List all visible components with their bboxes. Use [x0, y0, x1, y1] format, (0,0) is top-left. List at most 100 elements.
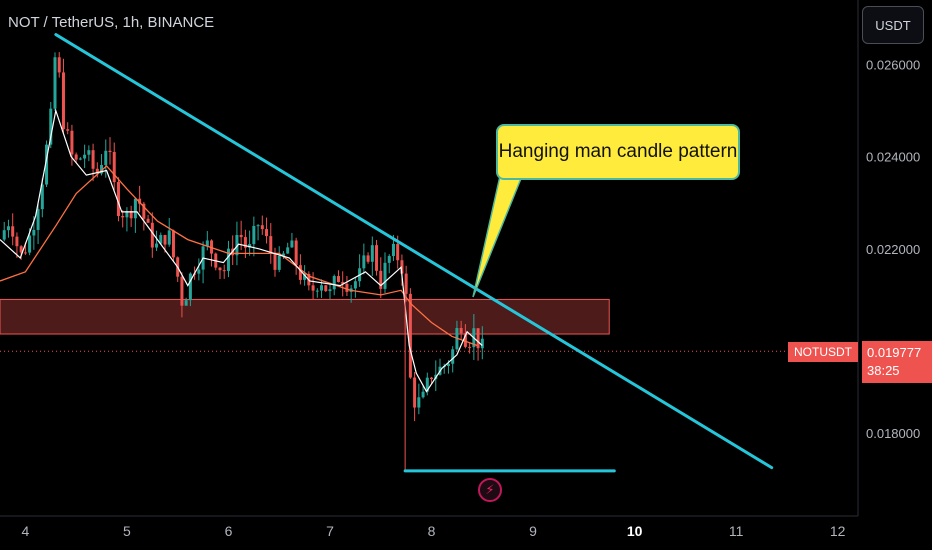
candle-body	[49, 108, 53, 145]
candle-body	[265, 229, 269, 237]
candle-body	[446, 363, 450, 366]
candle-body	[480, 338, 484, 349]
candle-body	[171, 230, 175, 258]
candle-body	[6, 226, 10, 231]
price-tick-label: 0.022000	[866, 242, 920, 257]
candle-body	[57, 57, 61, 73]
candle-body	[167, 230, 171, 245]
candle-body	[294, 240, 298, 266]
candle-body	[341, 282, 345, 284]
candle-body	[387, 256, 391, 263]
candle-body	[70, 130, 74, 155]
annotation-callout[interactable]: Hanging man candle pattern	[496, 124, 740, 180]
candle-body	[328, 289, 332, 292]
candle-body	[95, 168, 99, 174]
candle-body	[332, 276, 336, 290]
candle-body	[425, 377, 429, 392]
candle-body	[87, 150, 91, 155]
candle-body	[400, 260, 404, 274]
lightning-glyph: ⚡	[485, 482, 495, 498]
candle-body	[125, 211, 129, 218]
candle-body	[375, 245, 379, 271]
candle-body	[163, 235, 167, 245]
candle-body	[353, 281, 357, 289]
candle-body	[100, 165, 104, 174]
candle-body	[303, 273, 307, 280]
candle-body	[430, 377, 434, 380]
time-tick-label: 12	[830, 523, 846, 539]
candle-body	[108, 150, 112, 152]
price-tick-label: 0.024000	[866, 150, 920, 165]
candle-body	[252, 225, 256, 245]
candle-body	[451, 349, 455, 364]
candle-body	[370, 245, 374, 262]
candle-body	[159, 235, 163, 244]
bar-countdown: 38:25	[867, 363, 900, 378]
candle-body	[133, 198, 137, 219]
candle-body	[391, 243, 395, 257]
symbol-price-label: NOTUSDT	[788, 342, 858, 362]
time-tick-label: 7	[326, 523, 334, 539]
candle-body	[142, 203, 146, 219]
candle-body	[197, 269, 201, 274]
price-axis	[858, 0, 932, 550]
candle-body	[345, 283, 349, 292]
candle-body	[74, 154, 78, 160]
candle-body	[40, 184, 44, 210]
time-tick-label: 9	[529, 523, 537, 539]
candle-body	[417, 397, 421, 408]
candle-body	[468, 346, 472, 348]
candle-body	[404, 273, 408, 294]
candle-body	[336, 276, 340, 283]
candle-body	[421, 391, 425, 398]
candle-body	[83, 154, 87, 159]
candle-body	[150, 222, 154, 248]
ma_slow-line	[0, 164, 478, 347]
candle-body	[379, 270, 383, 289]
lightning-icon[interactable]: ⚡	[478, 478, 502, 502]
candle-body	[66, 129, 70, 131]
candle-body	[226, 248, 230, 271]
candle-body	[184, 300, 188, 306]
candle-body	[15, 236, 19, 247]
candle-body	[256, 225, 260, 227]
candle-body	[413, 377, 417, 408]
resistance-zone	[0, 298, 610, 335]
candle-body	[269, 236, 273, 254]
candle-body	[188, 273, 192, 301]
candle-body	[396, 243, 400, 261]
candle-body	[61, 72, 65, 130]
candle-body	[91, 150, 95, 169]
candle-body	[19, 246, 23, 253]
candle-body	[235, 234, 239, 256]
candle-body	[205, 240, 209, 247]
candle-body	[45, 144, 49, 185]
candle-body	[260, 225, 264, 230]
candle-body	[36, 209, 40, 230]
candle-body	[273, 253, 277, 270]
time-tick-label: 10	[627, 523, 643, 539]
time-tick-label: 11	[729, 523, 744, 539]
candle-body	[463, 333, 467, 347]
candle-body	[112, 151, 116, 183]
candle-body	[320, 285, 324, 291]
current-price-tag: 0.019777 38:25	[862, 341, 932, 383]
candle-body	[180, 276, 184, 306]
candle-body	[476, 328, 480, 349]
price-tick-label: 0.018000	[866, 426, 920, 441]
candle-body	[298, 265, 302, 280]
time-tick-label: 4	[21, 523, 29, 539]
candle-body	[281, 253, 285, 256]
candle-body	[28, 235, 32, 253]
callout-pointer	[472, 175, 524, 298]
time-tick-label: 6	[225, 523, 233, 539]
candle-body	[366, 255, 370, 262]
currency-button[interactable]: USDT	[862, 6, 924, 44]
candle-body	[286, 247, 290, 254]
candle-body	[324, 285, 328, 292]
symbol-title: NOT / TetherUS, 1h, BINANCE	[8, 14, 215, 31]
candle-body	[315, 290, 319, 292]
candle-body	[311, 285, 315, 291]
